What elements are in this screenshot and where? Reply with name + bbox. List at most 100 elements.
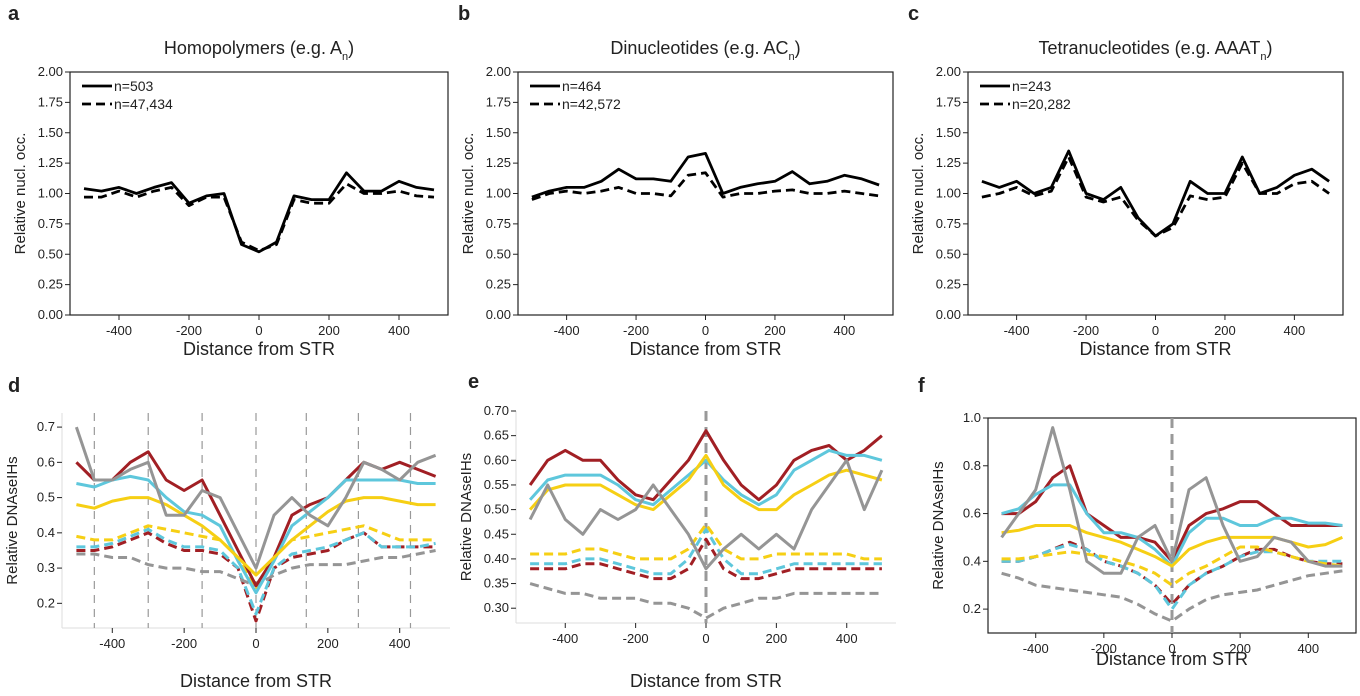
- series-line: [528, 448, 883, 507]
- y-tick-label: 0.55: [484, 477, 509, 492]
- y-tick-label: 1.0: [963, 410, 981, 425]
- y-tick-label: 0.7: [37, 419, 55, 434]
- panel: d 0.2 0.3 0.4 0.5 0.6 0.7 -400 -200 0 200 400 Distan…: [4, 375, 450, 691]
- x-axis-label: Distance from STR: [629, 339, 781, 359]
- x-tick-label: 400: [1284, 323, 1306, 338]
- y-tick-label: 2.00: [936, 64, 961, 79]
- y-tick-label: 1.00: [486, 186, 511, 201]
- y-tick-label: 0.00: [936, 307, 961, 322]
- y-tick-label: 1.00: [38, 186, 63, 201]
- y-tick-label: 0.50: [486, 246, 511, 261]
- legend-label: n=20,282: [1012, 96, 1071, 112]
- y-tick-label: 1.50: [38, 125, 63, 140]
- y-tick-label: 0.6: [37, 454, 55, 469]
- y-axis-label: Relative nucl. occ.: [910, 133, 927, 255]
- y-tick-label: 0.3: [37, 560, 55, 575]
- series-line: [529, 582, 882, 620]
- y-axis-label: Relative nucl. occ.: [460, 133, 477, 255]
- series-line: [74, 426, 437, 570]
- series-line: [530, 537, 882, 581]
- x-tick-label: -400: [552, 631, 578, 646]
- legend-label: n=47,434: [114, 96, 173, 112]
- series-line: [528, 429, 883, 502]
- title-part: Dinucleotides (e.g. AC: [610, 38, 788, 58]
- y-tick-label: 0.4: [963, 553, 981, 568]
- y-tick-label: 0.4: [37, 525, 55, 540]
- x-tick-label: 400: [388, 323, 410, 338]
- panel-letter: a: [8, 3, 20, 25]
- x-tick-label: -200: [1073, 323, 1099, 338]
- x-tick-label: 0: [255, 323, 262, 338]
- y-tick-label: 2.00: [486, 64, 511, 79]
- series-line: [76, 531, 436, 623]
- y-tick-label: 0.75: [486, 216, 511, 231]
- y-tick-label: 0.40: [484, 551, 509, 566]
- y-axis-label: Relative DNAseIHs: [458, 453, 475, 581]
- x-tick-label: 0: [702, 323, 709, 338]
- y-tick-label: 1.50: [486, 125, 511, 140]
- series-line: [528, 453, 883, 512]
- title-part: n: [788, 51, 794, 63]
- series-line: [531, 151, 880, 199]
- series-line: [1001, 545, 1343, 587]
- panel-letter: c: [908, 3, 919, 25]
- series-line: [530, 522, 882, 561]
- x-tick-label: 200: [766, 631, 788, 646]
- panel-letter: d: [8, 375, 20, 397]
- y-tick-label: 0.00: [38, 307, 63, 322]
- series-line: [981, 149, 1330, 238]
- series-line: [83, 171, 435, 254]
- x-axis-label: Distance from STR: [183, 339, 335, 359]
- y-tick-label: 1.25: [936, 155, 961, 170]
- y-tick-label: 0.70: [484, 403, 509, 418]
- y-tick-label: 0.75: [38, 216, 63, 231]
- x-tick-label: -400: [99, 636, 125, 651]
- x-tick-label: 200: [317, 636, 339, 651]
- x-tick-label: 200: [1214, 323, 1236, 338]
- y-tick-label: 0.60: [484, 452, 509, 467]
- x-tick-label: 0: [1168, 641, 1175, 656]
- series-line: [531, 171, 880, 201]
- series-line: [530, 527, 882, 576]
- y-tick-label: 0.45: [484, 526, 509, 541]
- y-tick-label: 2.00: [38, 64, 63, 79]
- title-part: ): [795, 38, 801, 58]
- x-tick-label: -400: [1023, 641, 1049, 656]
- title-part: Tetranucleotides (e.g. AAAT: [1039, 38, 1261, 58]
- y-tick-label: 0.75: [936, 216, 961, 231]
- panel: c Tetranucleotides (e.g. AAATn) 0.00 0.25 0.…: [908, 3, 1344, 359]
- y-axis-label: Relative nucl. occ.: [12, 133, 29, 255]
- y-tick-label: 0.50: [38, 246, 63, 261]
- series-line: [76, 524, 436, 591]
- y-tick-label: 0.25: [38, 277, 63, 292]
- panel-title: Tetranucleotides (e.g. AAATn): [1039, 38, 1273, 63]
- series-line: [1001, 569, 1343, 623]
- y-tick-label: 1.25: [38, 155, 63, 170]
- y-tick-label: 1.75: [486, 94, 511, 109]
- series-line: [76, 474, 436, 595]
- legend-label: n=42,572: [562, 96, 621, 112]
- series-line: [76, 496, 436, 577]
- x-tick-label: 400: [389, 636, 411, 651]
- y-axis-label: Relative DNAseIHs: [4, 456, 21, 584]
- x-axis-label: Distance from STR: [1096, 649, 1248, 669]
- x-tick-label: -400: [106, 323, 132, 338]
- y-tick-label: 0.30: [484, 600, 509, 615]
- series-line: [1000, 426, 1343, 575]
- y-tick-label: 0.25: [486, 277, 511, 292]
- x-tick-label: -400: [1004, 323, 1030, 338]
- x-tick-label: 200: [318, 323, 340, 338]
- y-tick-label: 0.2: [37, 595, 55, 610]
- y-tick-label: 0.25: [936, 277, 961, 292]
- title-part: n: [342, 51, 348, 63]
- x-tick-label: 400: [1297, 641, 1319, 656]
- x-tick-label: 400: [834, 323, 856, 338]
- x-tick-label: -200: [1091, 641, 1117, 656]
- panel-letter: e: [468, 371, 479, 393]
- y-tick-label: 0.65: [484, 428, 509, 443]
- panel-title: Dinucleotides (e.g. ACn): [610, 38, 800, 63]
- panel-letter: b: [458, 3, 470, 25]
- y-tick-label: 1.50: [936, 125, 961, 140]
- series-line: [84, 182, 435, 253]
